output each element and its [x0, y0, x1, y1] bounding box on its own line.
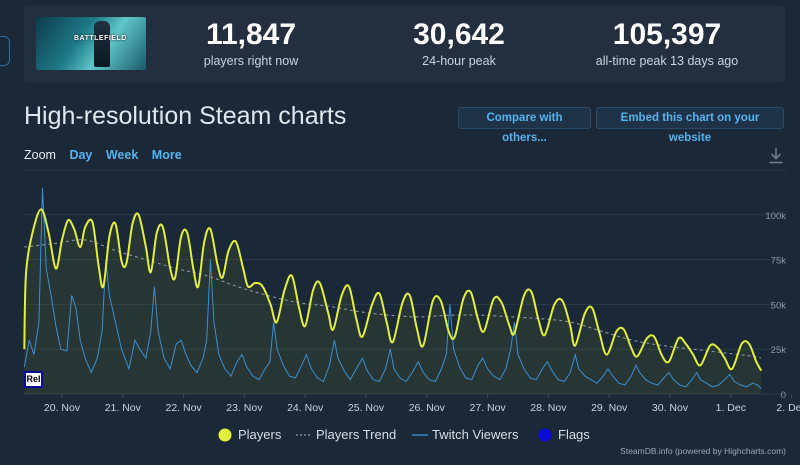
zoom-label: Zoom — [24, 148, 56, 162]
legend-trend-label: Players Trend — [316, 427, 397, 442]
x-tick-label: 25. Nov — [348, 402, 385, 414]
stats-card: BATTLEFIELD 11,847 players right now 30,… — [24, 6, 785, 82]
x-tick-label: 28. Nov — [530, 402, 567, 414]
players-area — [24, 209, 762, 394]
y-tick-label: 50k — [771, 300, 787, 311]
alltime-peak-stat: 105,397 all-time peak 13 days ago — [567, 18, 767, 69]
x-tick-label: 22. Nov — [166, 402, 203, 414]
twitch-viewers-line — [23, 187, 762, 389]
embed-chart-button[interactable]: Embed this chart on your website — [596, 107, 784, 144]
x-tick-label: 26. Nov — [409, 402, 446, 414]
compare-button[interactable]: Compare with others... — [458, 107, 591, 144]
zoom-more-button[interactable]: More — [151, 148, 182, 162]
x-tick-label: 24. Nov — [287, 402, 324, 414]
y-tick-label: 100k — [765, 211, 786, 222]
zoom-controls: Zoom Day Week More — [24, 148, 192, 162]
zoom-day-button[interactable]: Day — [69, 148, 93, 162]
x-tick-label: 27. Nov — [470, 402, 507, 414]
peak-24h-label: 24-hour peak — [422, 54, 496, 68]
alltime-peak-value: 105,397 — [612, 18, 722, 51]
x-tick-label: 29. Nov — [591, 402, 628, 414]
chart-credit: SteamDB.info (powered by Highcharts.com) — [620, 446, 786, 456]
y-tick-label: 75k — [771, 256, 787, 267]
side-panel-toggle[interactable] — [0, 36, 10, 66]
current-players-stat: 11,847 players right now — [151, 18, 351, 69]
x-tick-label: 21. Nov — [105, 402, 142, 414]
y-tick-label: 0 — [781, 390, 786, 401]
x-tick-label: 30. Nov — [652, 402, 689, 414]
x-tick-label: 23. Nov — [226, 402, 263, 414]
y-tick-label: 25k — [771, 345, 787, 356]
x-tick-label: 2. Dec — [776, 402, 800, 414]
twitch-legend-icon — [412, 434, 428, 436]
release-flag-badge[interactable]: Rel — [24, 371, 43, 388]
legend-twitch-label: Twitch Viewers — [432, 427, 519, 442]
chart-legend: Players Players Trend Twitch Viewers Fla… — [0, 426, 800, 444]
trend-legend-icon — [296, 434, 312, 436]
soldier-figure-icon — [94, 21, 110, 67]
game-thumbnail[interactable]: BATTLEFIELD — [36, 17, 146, 70]
page-title: High-resolution Steam charts — [24, 102, 347, 130]
alltime-peak-label: all-time peak 13 days ago — [595, 54, 739, 68]
players-line — [23, 208, 763, 372]
peak-24h-value: 30,642 — [413, 18, 505, 51]
zoom-week-button[interactable]: Week — [105, 148, 139, 162]
game-logo-text: BATTLEFIELD — [74, 35, 127, 42]
current-players-value: 11,847 — [205, 18, 297, 51]
x-tick-label: 20. Nov — [44, 402, 81, 414]
players-legend-icon — [218, 428, 232, 442]
peak-24h-stat: 30,642 24-hour peak — [359, 18, 559, 69]
x-tick-label: 1. Dec — [716, 402, 746, 414]
current-players-label: players right now — [203, 54, 299, 68]
flags-legend-icon — [538, 428, 552, 442]
legend-flags-label: Flags — [558, 427, 590, 442]
legend-players-label: Players — [238, 427, 282, 442]
download-icon[interactable] — [768, 147, 784, 165]
